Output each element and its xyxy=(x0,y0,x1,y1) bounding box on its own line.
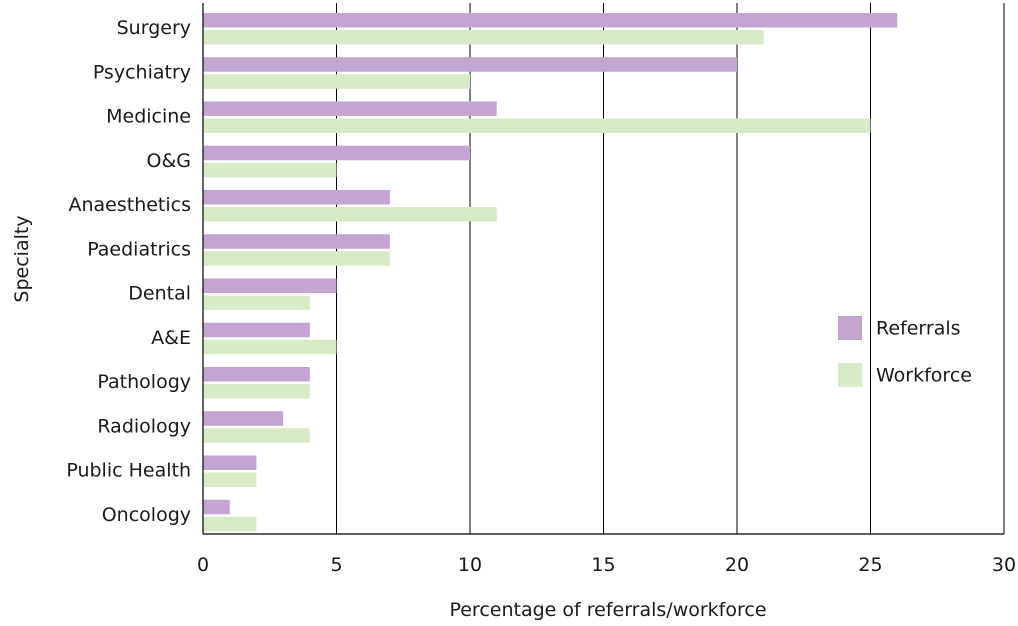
x-tick-label-10: 10 xyxy=(458,554,482,576)
bar-referrals-oncology xyxy=(203,499,230,515)
bar-referrals-psychiatry xyxy=(203,57,737,72)
y-category-label: Oncology xyxy=(102,504,191,526)
grid-layer xyxy=(336,3,1005,534)
y-category-label: O&G xyxy=(147,150,192,172)
bar-workforce-public-health xyxy=(203,472,257,487)
bar-workforce-dental xyxy=(203,295,310,310)
bar-referrals-anaesthetics xyxy=(203,190,390,205)
bar-referrals-surgery xyxy=(203,13,898,28)
y-category-label: Psychiatry xyxy=(93,61,191,83)
y-category-label: Pathology xyxy=(97,371,191,393)
legend: Referrals Workforce xyxy=(838,316,972,387)
x-tick-label-0: 0 xyxy=(197,554,209,576)
bar-workforce-anaesthetics xyxy=(203,207,497,222)
bar-workforce-oncology xyxy=(203,516,257,532)
bar-referrals-dental xyxy=(203,278,337,293)
bar-workforce-a-e xyxy=(203,339,337,355)
bar-workforce-radiology xyxy=(203,428,310,443)
legend-label-workforce: Workforce xyxy=(876,365,972,387)
y-category-label: Radiology xyxy=(97,415,191,437)
bar-referrals-o-g xyxy=(203,145,470,161)
x-tick-label-15: 15 xyxy=(591,554,615,576)
bar-workforce-o-g xyxy=(203,162,337,178)
bar-referrals-medicine xyxy=(203,101,497,116)
bars-layer xyxy=(203,13,898,532)
labels-layer: 0 5 10 15 20 25 30 Surgery Psychiatry Medicine O&G… xyxy=(66,17,1016,576)
legend-swatch-workforce xyxy=(838,363,862,387)
x-tick-label-20: 20 xyxy=(725,554,749,576)
y-category-label: Surgery xyxy=(117,17,191,39)
x-tick-label-30: 30 xyxy=(992,554,1016,576)
bar-referrals-paediatrics xyxy=(203,234,390,249)
bar-workforce-pathology xyxy=(203,384,310,399)
legend-swatch-referrals xyxy=(838,316,862,340)
y-category-label: Anaesthetics xyxy=(68,194,191,216)
bar-workforce-psychiatry xyxy=(203,74,470,89)
legend-label-referrals: Referrals xyxy=(876,318,961,340)
bar-workforce-medicine xyxy=(203,118,871,133)
bar-referrals-radiology xyxy=(203,411,284,426)
axes-layer xyxy=(202,3,1004,535)
x-tick-label-25: 25 xyxy=(858,554,882,576)
y-category-label: Dental xyxy=(128,283,191,305)
bar-referrals-a-e xyxy=(203,322,310,338)
bar-workforce-paediatrics xyxy=(203,251,390,266)
y-category-label: Paediatrics xyxy=(87,238,191,260)
x-tick-label-5: 5 xyxy=(330,554,342,576)
bar-referrals-pathology xyxy=(203,367,310,382)
y-category-label: A&E xyxy=(151,327,191,349)
bar-referrals-public-health xyxy=(203,455,257,470)
x-axis-title: Percentage of referrals/workforce xyxy=(449,599,766,621)
y-category-label: Public Health xyxy=(66,460,191,482)
y-axis-title: Specialty xyxy=(11,215,33,302)
y-category-label: Medicine xyxy=(106,106,191,128)
bar-workforce-surgery xyxy=(203,30,764,45)
